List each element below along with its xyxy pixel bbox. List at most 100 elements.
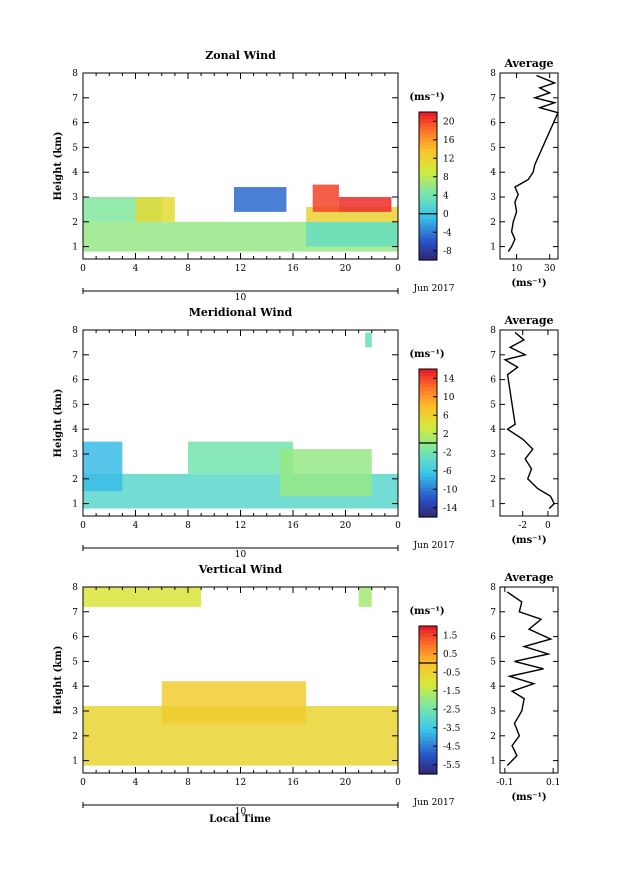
colorbar-segment <box>419 424 437 429</box>
colorbar-tick-label: 8 <box>443 173 449 183</box>
colorbar-segment <box>419 215 437 220</box>
colorbar-segment <box>419 245 437 250</box>
colorbar-segment <box>419 633 437 638</box>
colorbar-segment <box>419 770 437 775</box>
colorbar-segment <box>419 494 437 500</box>
colorbar-segment <box>419 487 437 492</box>
date-label: Jun 2017 <box>413 541 455 551</box>
colorbar-segment <box>419 751 437 757</box>
data-region <box>233 187 287 212</box>
colorbar-segment <box>419 446 437 451</box>
colorbar-segment <box>419 204 437 209</box>
avg-y-tick-label: 3 <box>490 193 496 203</box>
colorbar-segment <box>419 714 437 720</box>
y-tick-label: 7 <box>72 351 78 361</box>
colorbar-segment <box>419 674 437 679</box>
colorbar-segment <box>419 722 437 727</box>
x-tick-label: 0 <box>80 264 86 274</box>
x-tick-label: 16 <box>287 264 299 274</box>
avg-x-axis-label: (ms⁻¹) <box>511 278 546 289</box>
colorbar-segment <box>419 718 437 723</box>
colorbar-tick-label: -4 <box>443 228 452 238</box>
colorbar-segment <box>419 112 437 117</box>
colorbar-segment <box>419 145 437 150</box>
colorbar-segment <box>419 707 437 712</box>
colorbar-segment <box>419 141 437 146</box>
colorbar-segment <box>419 409 437 414</box>
colorbar-segment <box>419 513 437 518</box>
panel-title: Vertical Wind <box>198 563 283 576</box>
x-tick-label: 12 <box>235 264 246 274</box>
colorbar-segment <box>419 502 437 507</box>
avg-x-tick-label: -0.1 <box>496 778 513 788</box>
average-title: Average <box>503 57 553 70</box>
colorbar-segment <box>419 402 437 407</box>
avg-x-tick-label: -2 <box>518 521 527 531</box>
y-tick-label: 2 <box>72 475 78 485</box>
avg-y-tick-label: 6 <box>490 633 496 643</box>
y-tick-label: 6 <box>72 119 78 129</box>
avg-y-tick-label: 2 <box>490 218 496 228</box>
colorbar-tick-label: 10 <box>443 393 455 403</box>
y-tick-label: 3 <box>72 707 78 717</box>
colorbar-segment <box>419 380 437 385</box>
y-tick-label: 5 <box>72 143 78 153</box>
colorbar-segment <box>419 413 437 418</box>
x-tick-label: 20 <box>340 521 352 531</box>
date-label: Jun 2017 <box>413 284 455 294</box>
x-tick-label: 8 <box>185 521 191 531</box>
colorbar-segment <box>419 681 437 686</box>
x-tick-label: 20 <box>340 778 352 788</box>
colorbar-segment <box>419 420 437 426</box>
avg-y-tick-label: 4 <box>490 425 496 435</box>
avg-y-tick-label: 4 <box>490 168 496 178</box>
average-title: Average <box>503 571 553 584</box>
local-time-xlabel: Local Time <box>209 814 271 825</box>
y-axis-label: Height (km) <box>53 646 64 715</box>
colorbar-tick-label: 2 <box>443 430 449 440</box>
y-tick-label: 7 <box>72 608 78 618</box>
colorbar-segment <box>419 505 437 511</box>
panel-title: Meridional Wind <box>189 306 293 319</box>
colorbar-segment <box>419 454 437 459</box>
colorbar-segment <box>419 759 437 764</box>
colorbar-segment <box>419 200 437 206</box>
colorbar-segment <box>419 491 437 496</box>
avg-y-tick-label: 8 <box>490 69 496 79</box>
colorbar-tick-label: 16 <box>443 136 455 146</box>
colorbar-segment <box>419 640 437 646</box>
colorbar-segment <box>419 711 437 716</box>
average-profile-line <box>506 591 553 767</box>
data-region <box>83 441 123 492</box>
panel-title: Zonal Wind <box>205 49 276 62</box>
avg-y-tick-label: 3 <box>490 450 496 460</box>
avg-y-tick-label: 8 <box>490 326 496 336</box>
avg-y-tick-label: 6 <box>490 376 496 386</box>
data-region <box>188 441 293 474</box>
x-tick-label: 16 <box>287 521 299 531</box>
colorbar-tick-label: 4 <box>443 191 449 201</box>
x-tick-label: 12 <box>235 521 246 531</box>
y-tick-label: 6 <box>72 633 78 643</box>
y-tick-label: 6 <box>72 376 78 386</box>
colorbar-segment <box>419 256 437 261</box>
x-tick-label: 0 <box>395 778 401 788</box>
y-tick-label: 3 <box>72 450 78 460</box>
colorbar-segment <box>419 123 437 128</box>
avg-y-tick-label: 2 <box>490 732 496 742</box>
y-tick-label: 8 <box>72 69 78 79</box>
colorbar-segment <box>419 372 437 377</box>
colorbar-segment <box>419 659 437 664</box>
colorbar-segment <box>419 461 437 466</box>
colorbar-segment <box>419 637 437 642</box>
colorbar-segment <box>419 692 437 697</box>
colorbar-tick-label: 12 <box>443 154 454 164</box>
avg-y-tick-label: 6 <box>490 119 496 129</box>
x-tick-label: 8 <box>185 778 191 788</box>
avg-y-tick-label: 7 <box>490 608 496 618</box>
data-region <box>83 587 202 607</box>
avg-y-tick-label: 5 <box>490 143 496 153</box>
